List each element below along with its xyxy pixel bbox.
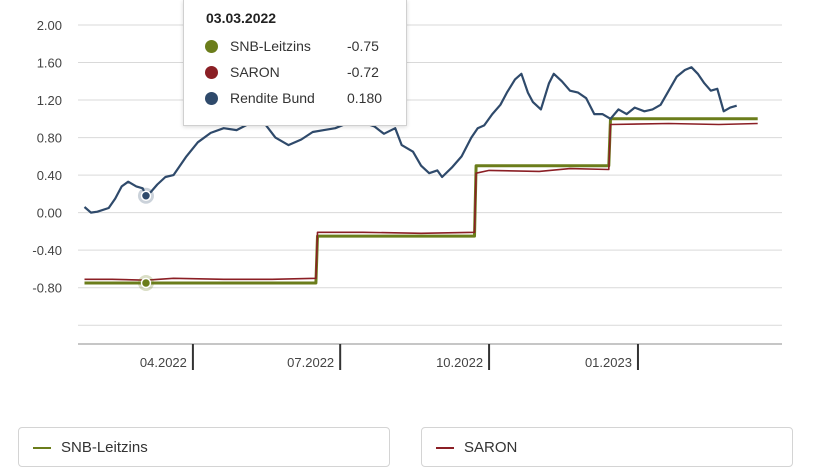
y-axis: 2.00 1.60 1.20 0.80 0.40 0.00 -0.40 -0.80: [32, 18, 62, 296]
y-tick-label: 0.40: [37, 168, 62, 183]
x-axis: 04.2022 07.2022 10.2022 01.2023: [78, 343, 782, 370]
tooltip-dot-snb: [205, 40, 218, 53]
legend-swatch-saron: [436, 447, 454, 449]
chart-plot[interactable]: 2.00 1.60 1.20 0.80 0.40 0.00 -0.40 -0.80 04.20…: [0, 0, 840, 420]
legend-item-saron[interactable]: SARON: [421, 427, 793, 467]
legend-label-saron: SARON: [464, 439, 518, 456]
tooltip-row-saron: SARON -0.72: [202, 63, 398, 83]
y-tick-label: -0.80: [32, 281, 62, 296]
x-tick-label: 07.2022: [287, 355, 334, 370]
y-tick-label: 0.80: [37, 131, 62, 146]
legend-label-snb: SNB-Leitzins: [61, 439, 148, 456]
x-tick-label: 10.2022: [436, 355, 483, 370]
tooltip-row-snb: SNB-Leitzins -0.75: [202, 37, 398, 57]
tooltip-name-saron: SARON: [230, 64, 280, 80]
tooltip-dot-bund: [205, 92, 218, 105]
y-tick-label: 0.00: [37, 206, 62, 221]
tooltip-name-bund: Rendite Bund: [230, 90, 315, 106]
hover-markers: [137, 187, 154, 292]
y-tick-label: 1.60: [37, 56, 62, 71]
hover-marker-snb: [140, 277, 152, 289]
legend-swatch-snb: [33, 447, 51, 449]
x-tick-label: 04.2022: [140, 355, 187, 370]
y-tick-label: 2.00: [37, 18, 62, 33]
snb-leitzins-line: [84, 117, 758, 285]
hover-tooltip: 03.03.2022 SNB-Leitzins -0.75 SARON -0.7…: [183, 0, 407, 126]
y-tick-label: 1.20: [37, 93, 62, 108]
tooltip-value-snb: -0.75: [347, 38, 379, 54]
x-tick-label: 01.2023: [585, 355, 632, 370]
tooltip-date: 03.03.2022: [206, 10, 277, 26]
tooltip-dot-saron: [205, 66, 218, 79]
legend-item-snb-leitzins[interactable]: SNB-Leitzins: [18, 427, 390, 467]
tooltip-value-bund: 0.180: [347, 90, 383, 106]
tooltip-name-snb: SNB-Leitzins: [230, 38, 311, 54]
tooltip-value-saron: -0.72: [347, 64, 379, 80]
rendite-bund-line: [83, 66, 738, 214]
y-tick-label: -0.40: [32, 243, 62, 258]
series-lines: [83, 66, 758, 285]
hover-marker-bund: [140, 190, 152, 202]
saron-line: [84, 122, 758, 281]
tooltip-row-bund: Rendite Bund 0.180: [202, 89, 398, 109]
